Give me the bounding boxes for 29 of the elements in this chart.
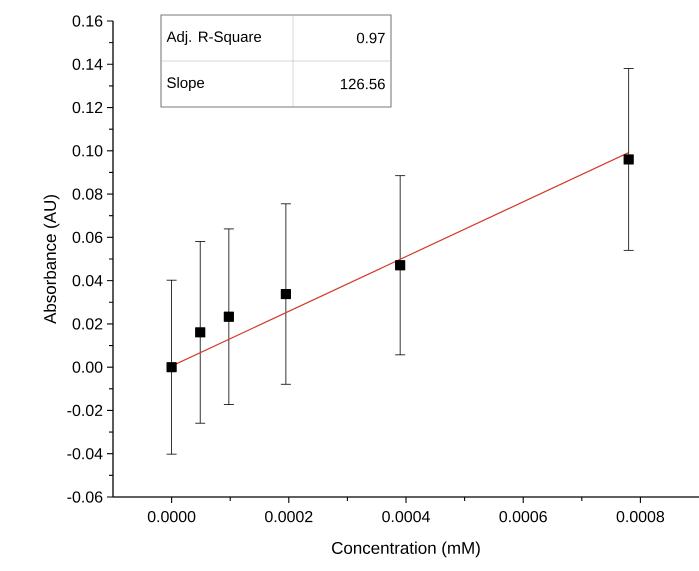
point: [624, 154, 634, 165]
point: [280, 288, 291, 300]
y-tick-label: -0.06: [67, 491, 102, 503]
y-tick-label: -0.04: [67, 448, 103, 460]
y-tick-label: 0.10: [72, 145, 102, 156]
y-tick-label: -0.02: [67, 404, 102, 416]
annotation: 126.56: [340, 78, 385, 90]
annotation: Slope: [167, 77, 204, 91]
point: [166, 362, 177, 372]
x-tick-label: 0.0004: [382, 510, 430, 522]
point: [224, 312, 234, 322]
x-tick-label: 0.0006: [499, 510, 547, 522]
x-tick-label: 0.0002: [265, 510, 312, 522]
y-tick-label: 0.00: [72, 362, 102, 373]
y-tick-label: 0.08: [72, 188, 102, 200]
y-tick-label: 0.16: [72, 15, 102, 27]
point: [395, 260, 406, 270]
y-tick-label: 0.14: [72, 58, 103, 70]
y-axis-title: Absorbance (AU): [44, 195, 60, 324]
annotation: Adj. R-Square: [166, 31, 262, 45]
y-tick-label: 0.02: [72, 318, 102, 330]
x-tick-label: 0.0008: [616, 510, 664, 522]
x-tick-label: 0.0000: [148, 510, 196, 522]
y-tick-label: 0.04: [72, 274, 103, 286]
y-tick-label: 0.06: [72, 232, 102, 243]
x-axis-title: Concentration (mM): [332, 542, 480, 558]
point: [195, 327, 206, 338]
annotation: 0.97: [356, 32, 385, 44]
y-tick-label: 0.12: [72, 102, 102, 114]
